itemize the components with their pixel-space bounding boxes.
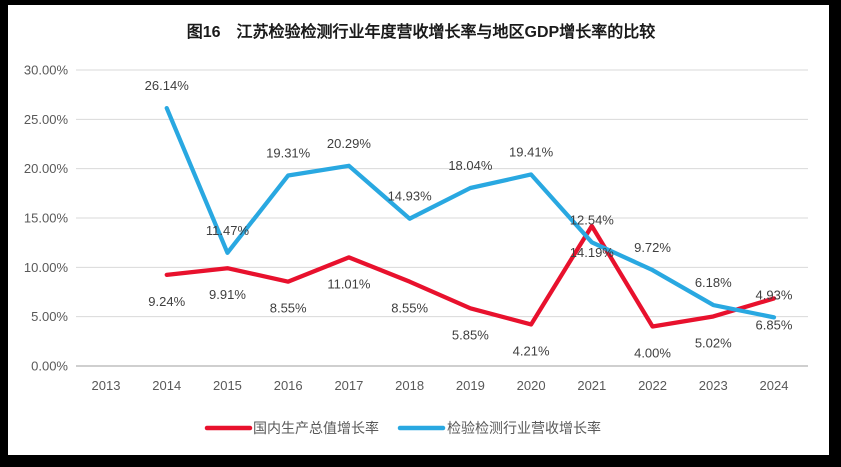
data-label: 11.47% <box>206 223 250 238</box>
x-axis-tick-label: 2022 <box>638 378 667 393</box>
y-axis-tick-label: 30.00% <box>24 62 69 77</box>
data-label: 26.14% <box>145 78 190 93</box>
x-axis-tick-label: 2023 <box>699 378 728 393</box>
data-label: 20.29% <box>327 136 372 151</box>
y-axis-tick-label: 5.00% <box>31 309 68 324</box>
data-label: 4.00% <box>634 346 671 361</box>
data-label: 11.01% <box>327 276 371 291</box>
data-label: 14.19% <box>570 245 615 260</box>
data-label: 9.72% <box>634 240 671 255</box>
legend-item: 国内生产总值增长率 <box>204 420 379 436</box>
series-line-industry <box>164 105 777 320</box>
x-axis-tick-label: 2020 <box>517 378 546 393</box>
y-axis-tick-label: 10.00% <box>24 260 69 275</box>
x-axis-tick-label: 2015 <box>213 378 242 393</box>
chart-title: 图16 江苏检验检测行业年度营收增长率与地区GDP增长率的比较 <box>187 22 655 41</box>
chart-legend: 国内生产总值增长率 检验检测行业营收增长率 <box>204 420 601 436</box>
data-label: 6.18% <box>695 275 732 290</box>
data-label: 9.24% <box>148 294 185 309</box>
data-label: 12.54% <box>570 212 615 227</box>
data-label: 19.31% <box>266 145 311 160</box>
data-label: 9.91% <box>209 287 246 302</box>
x-axis-tick-label: 2019 <box>456 378 485 393</box>
data-label: 5.85% <box>452 327 489 342</box>
x-axis-tick-label: 2014 <box>152 378 181 393</box>
y-axis-tick-label: 20.00% <box>24 161 69 176</box>
data-label: 4.93% <box>756 287 793 302</box>
data-labels: 9.24% 9.91% 8.55% 11.01% 8.55% 5.85% 4.21% 14.1… <box>145 78 793 360</box>
y-axis-tick-label: 15.00% <box>24 210 69 225</box>
data-label: 5.02% <box>695 335 732 350</box>
data-label: 19.41% <box>509 144 554 159</box>
x-axis-tick-label: 2024 <box>760 378 789 393</box>
legend-item-label: 检验检测行业营收增长率 <box>447 420 601 436</box>
y-axis-tick-label: 25.00% <box>24 112 69 127</box>
legend-item-label: 国内生产总值增长率 <box>253 420 379 436</box>
x-axis-tick-label: 2018 <box>395 378 424 393</box>
x-axis-tick-label: 2017 <box>334 378 363 393</box>
gridlines <box>76 69 808 367</box>
x-axis-labels: 2013 2014 2015 2016 2017 2018 2019 2020 2021 2022… <box>92 378 789 393</box>
y-axis-tick-label: 0.00% <box>31 359 68 374</box>
x-axis-tick-label: 2013 <box>92 378 121 393</box>
data-label: 4.21% <box>513 343 550 358</box>
data-label: 8.55% <box>391 301 428 316</box>
x-axis-tick-label: 2021 <box>577 378 606 393</box>
legend-item: 检验检测行业营收增长率 <box>397 420 601 436</box>
y-axis-labels: 30.00% 25.00% 20.00% 15.00% 10.00% 5.00% 0.00% <box>24 62 69 373</box>
chart-card <box>8 5 829 455</box>
series-line-gdp <box>164 223 777 329</box>
data-label: 6.85% <box>756 317 793 332</box>
data-label: 8.55% <box>270 301 307 316</box>
data-label: 18.04% <box>448 158 493 173</box>
series-lines <box>164 105 777 329</box>
x-axis-tick-label: 2016 <box>274 378 303 393</box>
data-label: 14.93% <box>388 189 433 204</box>
